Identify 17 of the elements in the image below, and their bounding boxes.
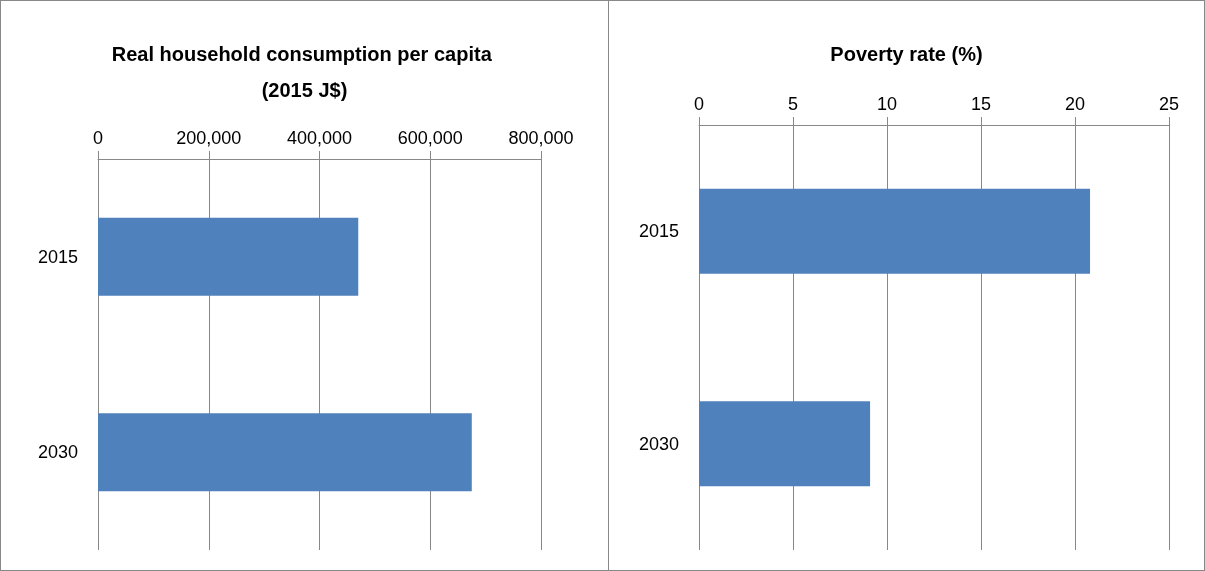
x-tick-label: 5	[787, 94, 799, 114]
y-tick-label: 2015	[37, 246, 78, 267]
y-tick-label: 2030	[638, 433, 679, 454]
chart-title: Real household consumption per capita (2015 J$)	[111, 43, 498, 101]
x-tick-label: 600,000	[397, 128, 463, 148]
x-tick-label: 0	[693, 94, 705, 114]
x-tick-label: 200,000	[176, 128, 242, 148]
x-tick-label: 400,000	[286, 128, 353, 148]
y-tick-label: 2015	[638, 221, 679, 242]
x-tick-label: 800,000	[508, 128, 574, 148]
x-tick-label: 25	[1158, 94, 1180, 114]
x-tick-label: 20	[1064, 94, 1086, 114]
y-tick-label: 2030	[37, 442, 78, 463]
chart-title: Poverty rate (%)	[830, 43, 983, 65]
x-tick-label: 15	[970, 94, 992, 114]
x-tick-label: 0	[92, 128, 104, 148]
x-tick-label: 10	[876, 94, 898, 114]
